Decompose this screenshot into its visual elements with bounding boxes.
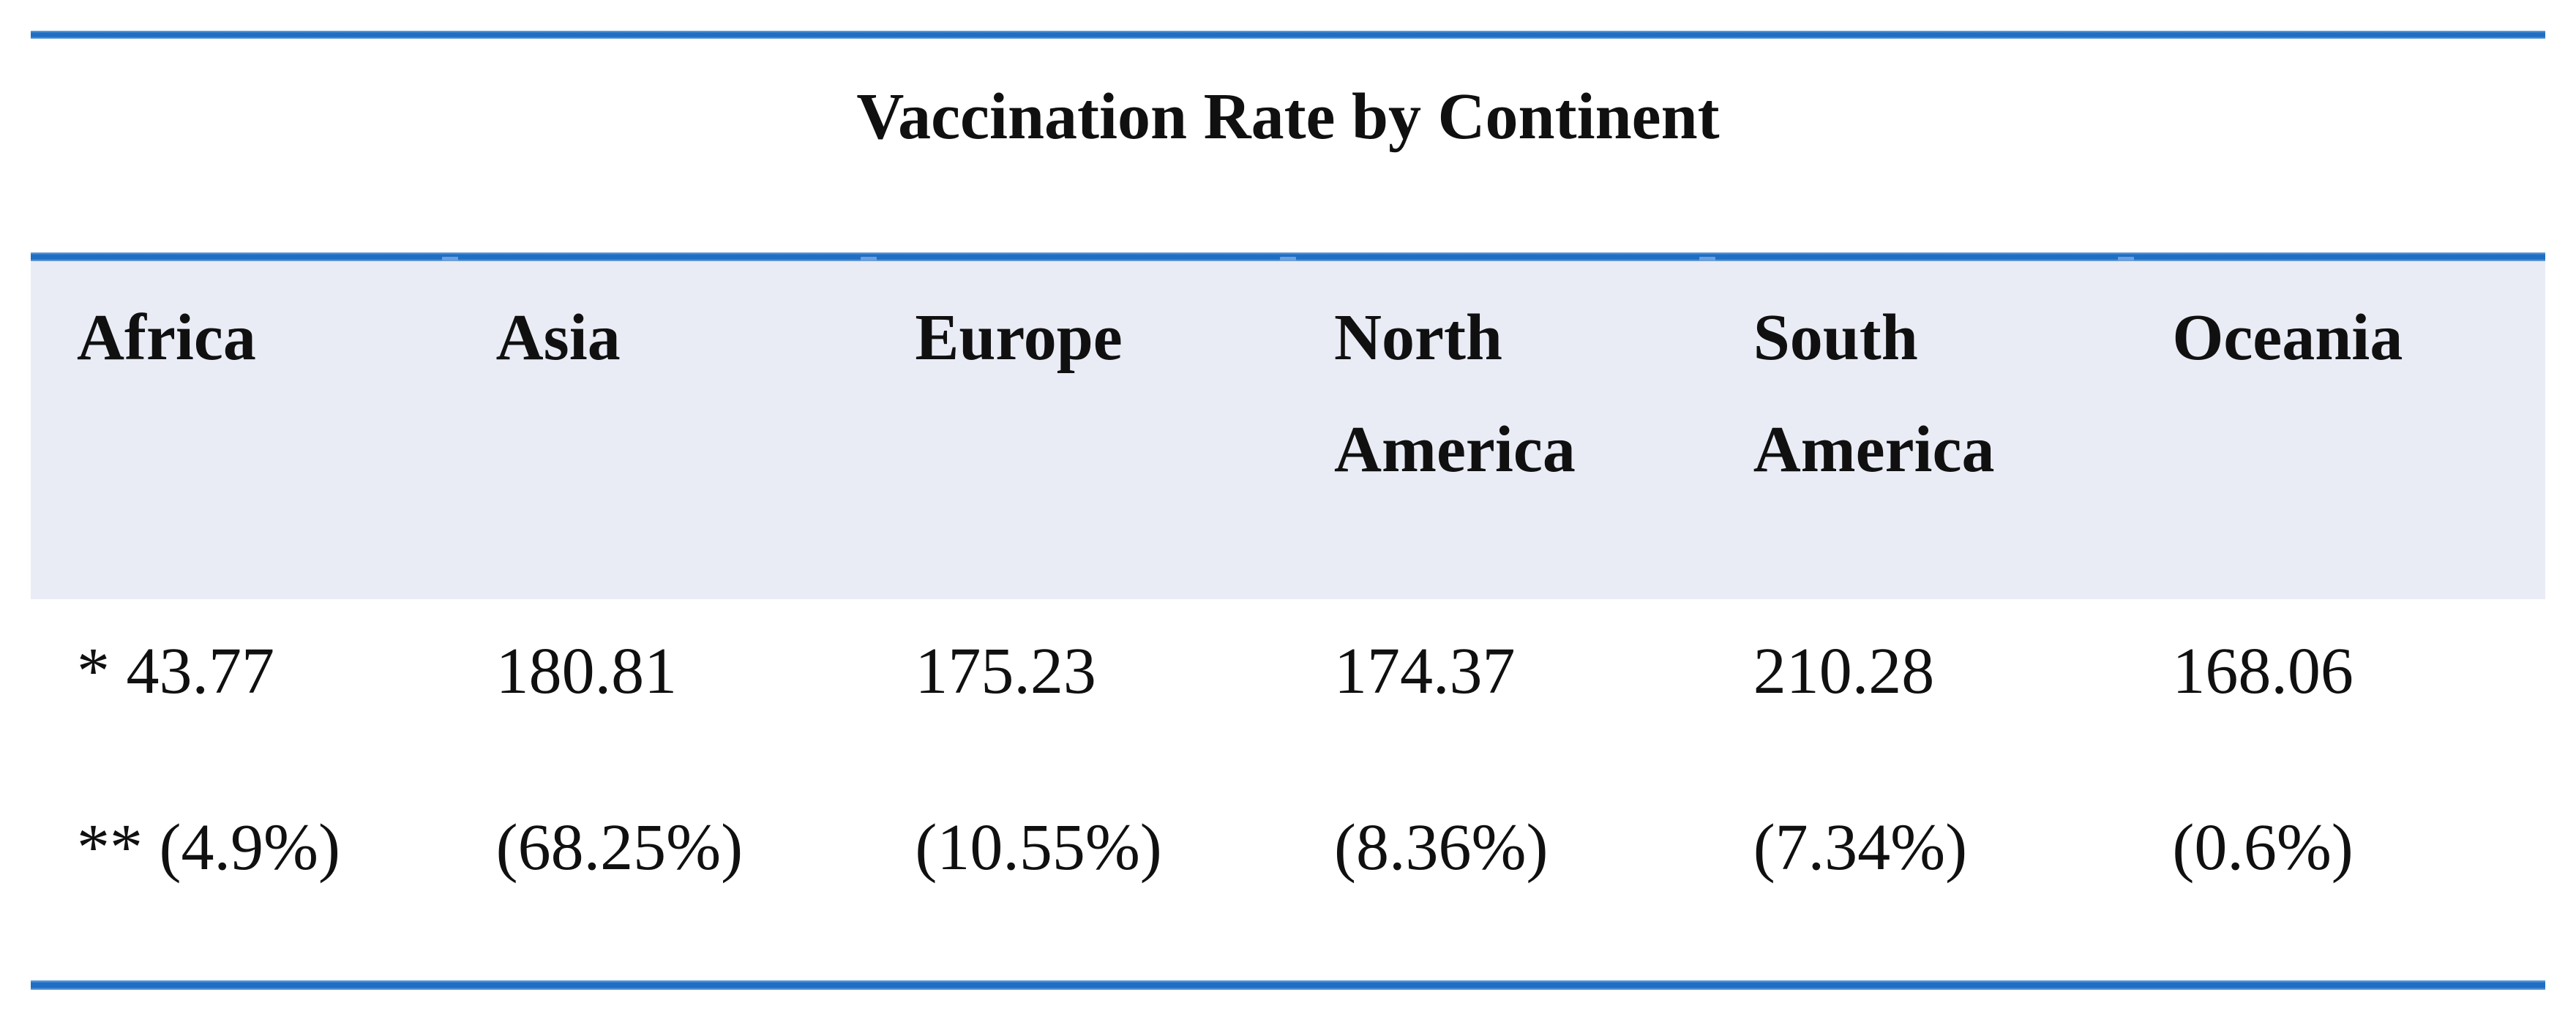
table-title: Vaccination Rate by Continent [856, 80, 1720, 153]
column-header-north-america: North America [1334, 301, 1576, 486]
cell-share-south-america: (7.34%) [1753, 811, 1968, 884]
cell-rate-south-america: 210.28 [1753, 635, 1935, 707]
cell-share-north-america: (8.36%) [1334, 811, 1549, 884]
column-header-oceania: Oceania [2172, 301, 2403, 374]
column-boundary-tick [1699, 257, 1715, 261]
column-boundary-tick [442, 257, 458, 261]
table-bottom-rule [31, 980, 2545, 990]
header-row-background [31, 261, 2545, 599]
column-header-europe: Europe [915, 301, 1123, 374]
column-boundary-tick [2118, 257, 2134, 261]
cell-share-asia: (68.25%) [495, 811, 744, 884]
cell-share-europe: (10.55%) [915, 811, 1162, 884]
cell-share-africa: ** (4.9%) [77, 811, 340, 884]
column-boundary-tick [861, 257, 877, 261]
cell-rate-europe: 175.23 [915, 635, 1096, 707]
table-row-rates: * 43.77 180.81 175.23 174.37 210.28 168.… [31, 599, 2545, 714]
table-top-rule [31, 31, 2545, 39]
cell-rate-africa: * 43.77 [77, 635, 274, 707]
column-boundary-tick [1280, 257, 1296, 261]
column-header-africa: Africa [77, 301, 256, 374]
column-header-asia: Asia [495, 301, 621, 374]
cell-rate-north-america: 174.37 [1334, 635, 1516, 707]
header-row: Africa Asia Europe North America South A… [31, 261, 2545, 599]
table-row-shares: ** (4.9%) (68.25%) (10.55%) (8.36%) (7.3… [31, 768, 2545, 890]
cell-rate-asia: 180.81 [495, 635, 678, 707]
column-header-south-america: South America [1753, 301, 1995, 486]
cell-rate-oceania: 168.06 [2172, 635, 2354, 707]
header-top-rule [31, 252, 2545, 261]
cell-share-oceania: (0.6%) [2172, 811, 2354, 884]
